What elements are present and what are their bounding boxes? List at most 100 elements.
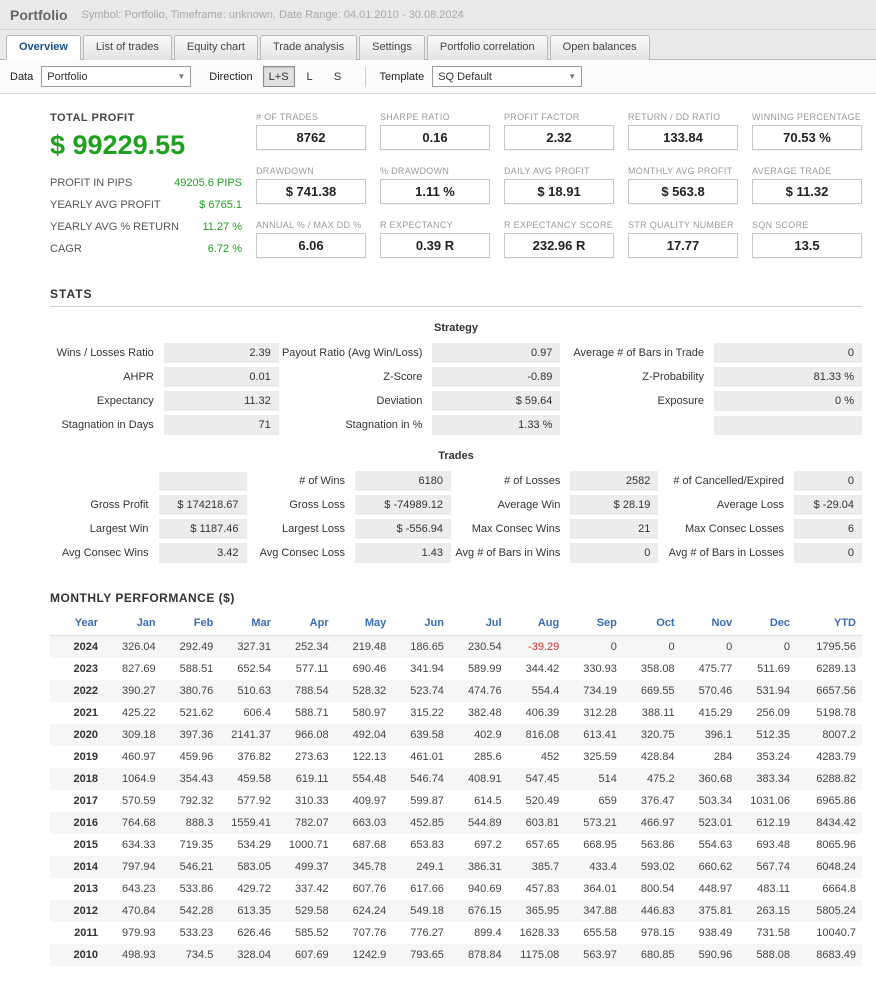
year-cell: 2010 [73, 949, 98, 961]
value-cell: 415.29 [698, 707, 733, 719]
summary-stat-row: CAGR 6.72 % [50, 243, 242, 255]
value-cell: 446.83 [640, 905, 675, 917]
metric-daily-avg-profit: DAILY AVG PROFIT $ 18.91 [504, 166, 614, 211]
value-cell: 966.08 [294, 729, 329, 741]
stat-label-gross-profit: Gross Profit [90, 499, 149, 511]
value-cell: 425.22 [122, 707, 156, 719]
data-select[interactable]: Portfolio ▼ [41, 66, 192, 87]
value-cell: 570.46 [698, 685, 733, 697]
summary-stat-label: CAGR [50, 243, 82, 255]
value-cell: 375.81 [698, 905, 733, 917]
value-cell: 230.54 [467, 641, 502, 653]
direction-button-l-s[interactable]: L+S [262, 66, 295, 87]
value-cell: 563.97 [583, 949, 617, 961]
value-cell: 284 [713, 751, 733, 763]
metric-value: 0.39 R [380, 233, 490, 258]
stat-label-z-score: Z-Score [383, 371, 423, 383]
metric-label: WINNING PERCENTAGE [752, 112, 862, 122]
year-cell: 2023 [73, 663, 98, 675]
metric-label: SQN SCORE [752, 220, 809, 230]
strategy-stats-table: Wins / Losses Ratio 2.39 Payout Ratio (Avg… [50, 343, 862, 435]
tab-open-balances[interactable]: Open balances [549, 35, 650, 60]
stat-label-avg-of-bars-in-wins: Avg # of Bars in Wins [455, 547, 561, 559]
value-cell: 6289.13 [816, 663, 856, 675]
monthly-performance-heading: MONTHLY PERFORMANCE ($) [50, 591, 235, 605]
metric-label: MONTHLY AVG PROFIT [628, 166, 733, 176]
metric-average-trade: AVERAGE TRADE $ 11.32 [752, 166, 862, 211]
value-cell: 408.91 [467, 773, 502, 785]
direction-button-s[interactable]: S [325, 66, 351, 87]
value-cell: 341.94 [410, 663, 444, 675]
monthly-row-2017: 2017 570.59 792.32 577.92 310.33 409.97 599.87… [50, 790, 862, 812]
direction-button-l[interactable]: L [297, 66, 323, 87]
stat-value-payout-ratio-avg-win-loss: 0.97 [432, 343, 561, 363]
metric-value: 2.32 [504, 125, 614, 150]
value-cell: 554.63 [698, 839, 733, 851]
metric-sqn-score: SQN SCORE 13.5 [752, 220, 862, 265]
value-cell: 657.65 [525, 839, 560, 851]
stat-value-of-wins: 6180 [355, 471, 451, 491]
tab-portfolio-correlation[interactable]: Portfolio correlation [426, 35, 548, 60]
value-cell: 397.36 [179, 729, 214, 741]
tab-settings[interactable]: Settings [359, 35, 425, 60]
metric-annual-max-dd: ANNUAL % / MAX DD % 6.06 [256, 220, 366, 265]
stat-label-exposure: Exposure [657, 395, 704, 407]
value-cell: 457.83 [525, 883, 560, 895]
value-cell: 676.15 [467, 905, 502, 917]
template-select[interactable]: SQ Default ▼ [432, 66, 583, 87]
metric-value: $ 741.38 [256, 179, 366, 204]
tab-list-of-trades[interactable]: List of trades [82, 35, 172, 60]
metric-value: 17.77 [628, 233, 738, 258]
stat-value-z-score: -0.89 [432, 367, 561, 387]
tab-equity-chart[interactable]: Equity chart [173, 35, 258, 60]
metric-value: $ 563.8 [628, 179, 738, 204]
value-cell: 337.42 [294, 883, 329, 895]
metric-winning-percentage: WINNING PERCENTAGE 70.53 % [752, 112, 862, 157]
tab-overview[interactable]: Overview [6, 35, 81, 60]
value-cell: 0 [668, 641, 675, 653]
page-subtitle: Symbol: Portfolio, Timeframe: unknown, D… [81, 8, 464, 21]
monthly-row-2013: 2013 643.23 533.86 429.72 337.42 607.76 617.66… [50, 878, 862, 900]
value-cell: 1559.41 [231, 817, 271, 829]
summary-stat-label: PROFIT IN PIPS [50, 177, 133, 189]
value-cell: 588.51 [179, 663, 214, 675]
direction-group: L+S L S [262, 66, 351, 87]
value-cell: 800.54 [640, 883, 675, 895]
value-cell: 310.33 [294, 795, 329, 807]
value-cell: 593.02 [640, 861, 675, 873]
stat-value-z-probability: 81.33 % [714, 367, 862, 387]
stats-heading: STATS [50, 287, 862, 307]
value-cell: 452.85 [410, 817, 444, 829]
column-header-sep: Sep [565, 611, 623, 636]
value-cell: 533.86 [179, 883, 214, 895]
tab-trade-analysis[interactable]: Trade analysis [260, 35, 358, 60]
value-cell: 6664.8 [822, 883, 856, 895]
metric-value: 6.06 [256, 233, 366, 258]
value-cell: 330.93 [583, 663, 617, 675]
metrics-grid: # OF TRADES 8762 SHARPE RATIO 0.16 PROFIT FA… [256, 112, 862, 265]
value-cell: 470.84 [122, 905, 156, 917]
monthly-row-2019: 2019 460.97 459.96 376.82 273.63 122.13 461.01… [50, 746, 862, 768]
stat-label-expectancy: Expectancy [96, 395, 154, 407]
trades-stats-table: # of Wins 6180 # of Losses 2582 # of Cancell… [50, 471, 862, 563]
value-cell: 693.48 [756, 839, 790, 851]
value-cell: 599.87 [410, 795, 444, 807]
value-cell: 531.94 [756, 685, 790, 697]
value-cell: 580.97 [352, 707, 387, 719]
value-cell: 534.29 [237, 839, 271, 851]
value-cell: 466.97 [640, 817, 675, 829]
value-cell: 697.2 [474, 839, 502, 851]
value-cell: 1031.06 [750, 795, 790, 807]
value-cell: 8683.49 [816, 949, 856, 961]
value-cell: 549.18 [410, 905, 444, 917]
metric-r-expectancy: R EXPECTANCY 0.39 R [380, 220, 490, 265]
value-cell: 719.35 [179, 839, 214, 851]
value-cell: 590.96 [698, 949, 733, 961]
stat-label-average-of-bars-in-trade: Average # of Bars in Trade [573, 347, 704, 359]
column-header-mar: Mar [219, 611, 277, 636]
metric-value: 13.5 [752, 233, 862, 258]
value-cell: 0 [783, 641, 790, 653]
value-cell: 510.63 [237, 685, 271, 697]
value-cell: 219.48 [352, 641, 387, 653]
